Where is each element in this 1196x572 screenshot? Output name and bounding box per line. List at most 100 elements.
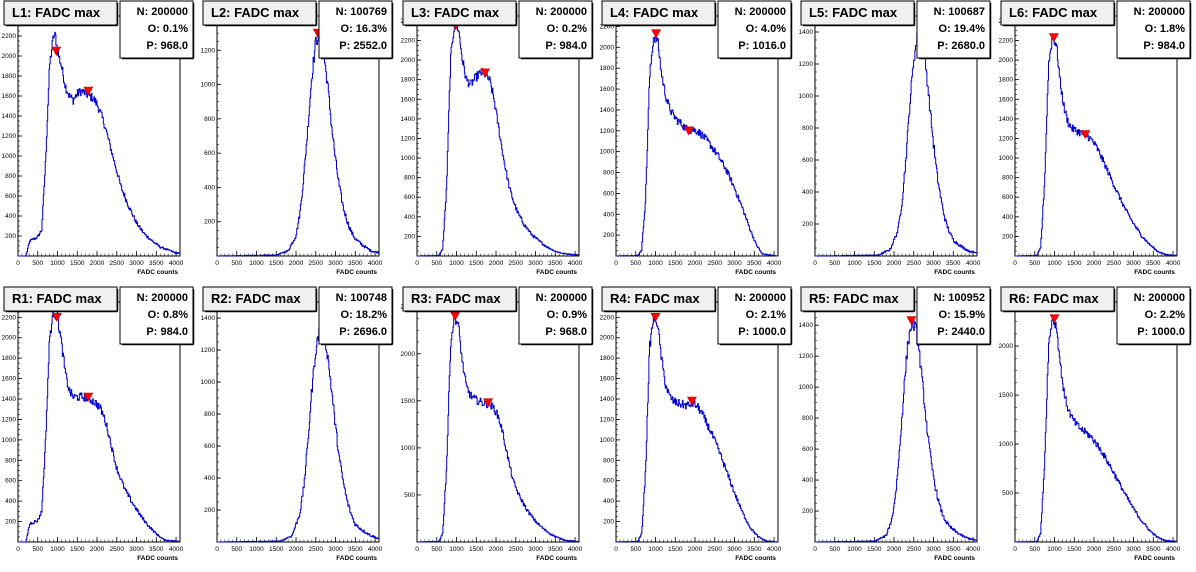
x-tick-label: 1000 bbox=[449, 260, 464, 267]
stats-peak: P: 968.0 bbox=[146, 40, 188, 52]
histogram-title-box: R4: FADC max bbox=[601, 286, 717, 313]
peak-marker bbox=[906, 316, 917, 326]
x-axis-label: FADC counts bbox=[137, 269, 178, 276]
x-tick-label: 3500 bbox=[747, 260, 762, 267]
y-tick-label: 200 bbox=[204, 219, 215, 226]
y-tick-label: 1200 bbox=[2, 416, 17, 423]
y-tick-label: 1600 bbox=[600, 376, 615, 383]
x-tick-label: 4000 bbox=[368, 546, 383, 553]
x-tick-label: 4000 bbox=[1166, 260, 1181, 267]
stats-entries: N: 200000 bbox=[735, 6, 786, 18]
histogram-title: R2: FADC max bbox=[211, 291, 301, 306]
y-tick-label: 1800 bbox=[2, 73, 17, 80]
y-tick-label: 800 bbox=[204, 411, 215, 418]
histogram-title: R6: FADC max bbox=[1009, 291, 1099, 306]
x-tick-label: 0 bbox=[1013, 546, 1017, 553]
histogram-panel-r1: 200 400 600 800 1000 1200 1400 1600 1800 2000 2200… bbox=[2, 286, 195, 562]
x-tick-label: 500 bbox=[829, 260, 840, 267]
x-tick-label: 2000 bbox=[887, 546, 902, 553]
y-tick-label: 600 bbox=[802, 157, 813, 164]
peak-marker bbox=[83, 86, 94, 96]
x-tick-label: 4000 bbox=[966, 260, 981, 267]
stats-box: N: 200000 O: 0.1% P: 968.0 bbox=[119, 0, 195, 60]
y-tick-label: 1000 bbox=[799, 93, 814, 100]
histogram-title: L1: FADC max bbox=[12, 5, 101, 20]
y-tick-label: 200 bbox=[5, 519, 16, 526]
histogram-title: R5: FADC max bbox=[809, 291, 899, 306]
x-tick-label: 3500 bbox=[348, 260, 363, 267]
x-tick-label: 4000 bbox=[767, 546, 782, 553]
x-tick-label: 0 bbox=[813, 546, 817, 553]
y-tick-label: 1000 bbox=[600, 149, 615, 156]
y-tick-label: 2200 bbox=[401, 37, 416, 44]
x-tick-label: 2500 bbox=[110, 546, 125, 553]
x-tick-label: 500 bbox=[1029, 260, 1040, 267]
y-tick-label: 1000 bbox=[600, 437, 615, 444]
x-tick-label: 0 bbox=[614, 546, 618, 553]
histogram-title-box: R5: FADC max bbox=[800, 286, 916, 313]
x-tick-label: 4000 bbox=[767, 260, 782, 267]
x-tick-label: 1000 bbox=[249, 546, 264, 553]
x-tick-label: 3000 bbox=[926, 546, 941, 553]
stats-box: N: 200000 O: 0.9% P: 968.0 bbox=[518, 286, 594, 346]
x-tick-label: 3000 bbox=[129, 546, 144, 553]
y-tick-label: 1500 bbox=[999, 392, 1014, 399]
y-tick-label: 1000 bbox=[201, 379, 216, 386]
y-tick-label: 400 bbox=[802, 477, 813, 484]
x-axis-label: FADC counts bbox=[536, 555, 577, 562]
stats-box: N: 200000 O: 0.2% P: 984.0 bbox=[518, 0, 594, 60]
y-tick-label: 400 bbox=[1002, 214, 1013, 221]
y-tick-label: 600 bbox=[204, 150, 215, 157]
x-tick-label: 1000 bbox=[847, 260, 862, 267]
y-tick-label: 1600 bbox=[2, 376, 17, 383]
y-tick-label: 500 bbox=[404, 492, 415, 499]
x-tick-label: 3500 bbox=[348, 546, 363, 553]
y-tick-label: 1200 bbox=[799, 353, 814, 360]
x-tick-label: 0 bbox=[813, 260, 817, 267]
y-tick-label: 2000 bbox=[999, 57, 1014, 64]
stats-box: N: 200000 O: 0.8% P: 984.0 bbox=[119, 286, 195, 346]
x-tick-label: 4000 bbox=[169, 260, 184, 267]
x-tick-label: 4000 bbox=[169, 546, 184, 553]
y-tick-label: 1400 bbox=[2, 396, 17, 403]
x-tick-label: 500 bbox=[32, 546, 43, 553]
y-tick-label: 1200 bbox=[799, 61, 814, 68]
stats-entries: N: 200000 bbox=[137, 6, 188, 18]
histogram-panel-r3: 5001000150020002500050010001500200025003… bbox=[401, 286, 594, 562]
y-tick-label: 1400 bbox=[600, 396, 615, 403]
y-tick-label: 1200 bbox=[2, 133, 17, 140]
stats-box: N: 100952 O: 15.9% P: 2440.0 bbox=[916, 286, 992, 346]
x-tick-label: 1500 bbox=[469, 546, 484, 553]
y-tick-label: 400 bbox=[802, 189, 813, 196]
stats-box: N: 100769 O: 16.3% P: 2552.0 bbox=[318, 0, 394, 60]
x-tick-label: 4000 bbox=[1166, 546, 1181, 553]
histogram-title-box: L5: FADC max bbox=[800, 0, 916, 27]
x-tick-label: 2500 bbox=[509, 546, 524, 553]
x-tick-label: 3500 bbox=[946, 546, 961, 553]
y-tick-label: 600 bbox=[404, 194, 415, 201]
y-tick-label: 800 bbox=[603, 170, 614, 177]
stats-entries: N: 100687 bbox=[934, 6, 985, 18]
x-tick-label: 0 bbox=[614, 260, 618, 267]
stats-peak: P: 984.0 bbox=[1143, 40, 1185, 52]
x-tick-label: 3000 bbox=[129, 260, 144, 267]
x-axis-label: FADC counts bbox=[735, 269, 776, 276]
x-tick-label: 1000 bbox=[648, 546, 663, 553]
stats-peak: P: 1016.0 bbox=[738, 40, 786, 52]
stats-peak: P: 2680.0 bbox=[937, 40, 985, 52]
peak-marker bbox=[651, 29, 662, 39]
y-tick-label: 1200 bbox=[201, 347, 216, 354]
x-tick-label: 3500 bbox=[149, 260, 164, 267]
y-tick-label: 1200 bbox=[600, 128, 615, 135]
stats-overflow: O: 18.2% bbox=[341, 309, 388, 321]
y-tick-label: 500 bbox=[1002, 490, 1013, 497]
histogram-title: L2: FADC max bbox=[211, 5, 300, 20]
x-tick-label: 3500 bbox=[946, 260, 961, 267]
stats-overflow: O: 2.2% bbox=[1145, 309, 1186, 321]
y-tick-label: 1400 bbox=[201, 315, 216, 322]
x-tick-label: 500 bbox=[829, 546, 840, 553]
y-tick-label: 400 bbox=[5, 498, 16, 505]
stats-box: N: 100748 O: 18.2% P: 2696.0 bbox=[318, 286, 394, 346]
stats-overflow: O: 15.9% bbox=[939, 309, 986, 321]
